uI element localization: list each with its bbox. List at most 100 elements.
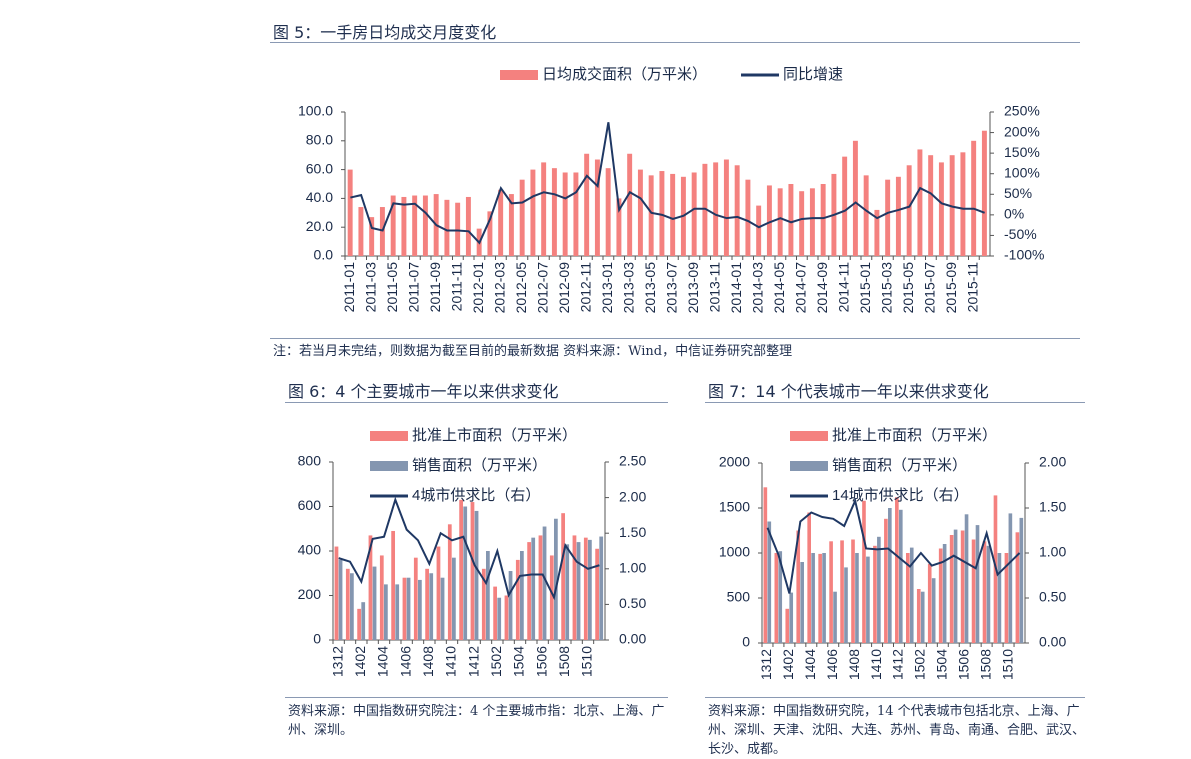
y-tick-label: 1500: [719, 499, 750, 515]
bar: [527, 542, 532, 640]
y2-tick-label: 0.00: [619, 631, 646, 647]
y2-tick-label: 1.50: [619, 524, 646, 540]
bar: [734, 165, 740, 256]
bar: [572, 535, 577, 640]
bar: [928, 155, 934, 256]
legend-label: 批准上市面积（万平米）: [832, 427, 997, 444]
bar: [885, 179, 891, 256]
bar: [844, 567, 848, 643]
bar: [829, 541, 833, 643]
bar: [357, 608, 362, 640]
bar: [486, 551, 490, 640]
y2-tick-label: 250%: [1004, 103, 1040, 119]
bar: [562, 172, 568, 256]
bar: [561, 513, 566, 640]
y2-tick-label: -50%: [1004, 226, 1037, 242]
bar: [481, 568, 486, 640]
legend-swatch: [370, 461, 408, 471]
x-tick-label: 2013-03: [621, 262, 637, 314]
x-tick-label: 2014-09: [814, 262, 830, 314]
y2-tick-label: 2.50: [619, 453, 646, 469]
bar: [938, 162, 944, 256]
figure-note: 资料来源：中国指数研究院，14 个代表城市包括北京、上海、广州、深圳、天津、沈阳…: [708, 704, 1086, 757]
line: [350, 122, 985, 245]
bar: [463, 506, 468, 640]
bar: [866, 556, 870, 643]
x-tick-label: 2015-01: [857, 262, 873, 314]
bar: [997, 553, 1002, 643]
bar: [588, 539, 592, 640]
x-tick-label: 1510: [999, 649, 1015, 680]
figure-title: 图 7：14 个代表城市一年以来供求变化: [708, 382, 989, 401]
bar: [554, 518, 558, 640]
bar: [648, 175, 654, 256]
bar: [670, 173, 676, 256]
bar: [895, 497, 899, 643]
bar: [982, 541, 987, 643]
x-tick-label: 2014-11: [836, 262, 852, 313]
bar: [573, 172, 579, 256]
x-tick-label: 2015-07: [922, 262, 938, 314]
bar: [702, 163, 708, 256]
x-tick-label: 2011-07: [406, 262, 422, 313]
x-tick-label: 1410: [868, 649, 884, 680]
x-tick-label: 1412: [890, 649, 906, 680]
x-tick-label: 2011-05: [384, 262, 400, 313]
y-tick-label: 40.0: [306, 189, 333, 205]
bar: [842, 156, 848, 256]
y2-tick-label: 0.50: [1039, 589, 1066, 605]
bar: [395, 584, 400, 640]
bar: [756, 205, 762, 256]
bar: [565, 544, 570, 640]
y2-tick-label: 0%: [1004, 206, 1024, 222]
y-tick-label: 2000: [719, 454, 750, 470]
bar: [493, 586, 498, 640]
bar: [920, 591, 925, 643]
bar: [520, 551, 524, 640]
bar: [917, 149, 923, 256]
legend-label: 日均成交面积（万平米）: [542, 65, 707, 83]
bar: [549, 555, 554, 640]
x-tick-label: 2013-09: [685, 262, 701, 314]
bar: [429, 573, 434, 640]
bar: [818, 553, 822, 643]
bar: [384, 584, 388, 640]
title-rule: [285, 402, 668, 403]
bar: [599, 536, 604, 640]
legend-label: 同比增速: [783, 66, 843, 83]
y2-tick-label: 200%: [1004, 123, 1040, 139]
bar: [530, 169, 536, 256]
y-tick-label: 20.0: [306, 218, 333, 234]
x-tick-label: 1504: [511, 646, 527, 677]
legend-swatch: [370, 431, 408, 441]
bar: [855, 553, 859, 643]
bar: [888, 508, 892, 643]
x-tick-label: 1412: [465, 646, 481, 677]
bar: [927, 563, 932, 643]
x-tick-label: 1508: [556, 646, 572, 677]
legend-label: 批准上市面积（万平米）: [412, 427, 577, 444]
line: [338, 496, 600, 601]
bar: [895, 176, 901, 256]
note-rule: [285, 697, 668, 698]
bar: [763, 487, 768, 643]
bar: [971, 140, 977, 256]
bar: [379, 207, 385, 256]
bar: [447, 524, 452, 640]
x-tick-label: 1404: [802, 649, 818, 680]
y2-tick-label: -100%: [1004, 247, 1044, 263]
y-tick-label: 80.0: [306, 132, 333, 148]
title-rule: [705, 402, 1085, 403]
y2-tick-label: 2.00: [619, 488, 646, 504]
bar: [334, 546, 339, 640]
bar: [459, 499, 464, 640]
bar: [767, 521, 772, 643]
y2-tick-label: 0.50: [619, 595, 646, 611]
x-tick-label: 2014-03: [750, 262, 766, 314]
bar: [474, 510, 479, 640]
bar: [807, 512, 811, 643]
bar: [487, 211, 493, 256]
y-tick-label: 0.0: [314, 247, 334, 263]
bar: [368, 535, 373, 640]
